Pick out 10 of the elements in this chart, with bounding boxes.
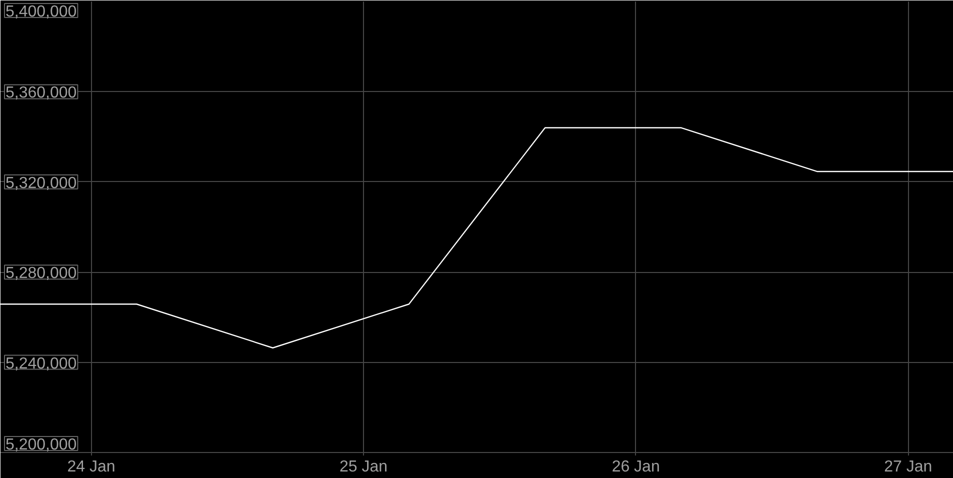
- y-tick-label: 5,200,000: [6, 436, 77, 454]
- y-tick-label: 5,400,000: [6, 4, 77, 20]
- y-tick-label: 5,360,000: [6, 84, 77, 102]
- x-tick-label: 25 Jan: [340, 458, 388, 476]
- y-tick-label: 5,320,000: [6, 174, 77, 192]
- x-tick-label: 24 Jan: [67, 458, 116, 476]
- y-tick-label: 5,240,000: [6, 355, 77, 372]
- x-tick-label: 27 Jan: [884, 458, 932, 476]
- x-tick-label: 26 Jan: [612, 458, 660, 476]
- y-tick-label: 5,280,000: [6, 265, 77, 282]
